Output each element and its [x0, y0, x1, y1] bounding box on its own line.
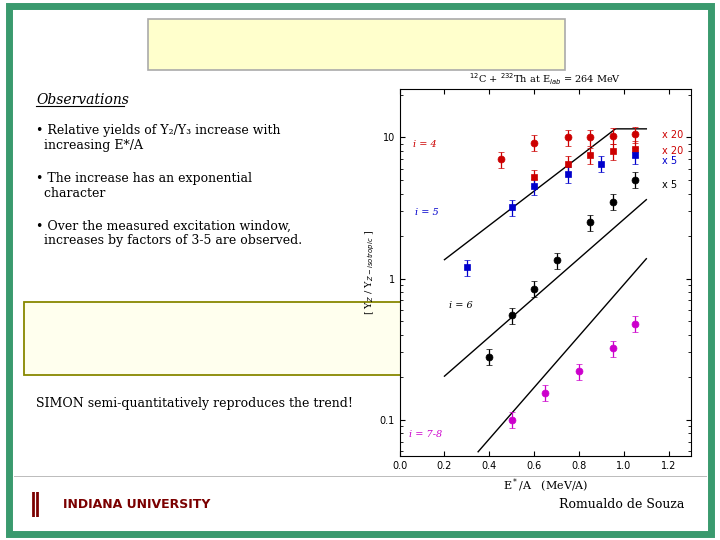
Text: Observations: Observations	[36, 93, 129, 107]
Text: Romualdo de Souza: Romualdo de Souza	[559, 498, 684, 511]
Title: $^{12}$C + $^{232}$Th at E$_{lab}$ = 264 MeV: $^{12}$C + $^{232}$Th at E$_{lab}$ = 264…	[469, 72, 621, 87]
Text: x 20: x 20	[662, 146, 683, 156]
FancyBboxPatch shape	[148, 19, 565, 70]
Text: • Over the measured excitation window,
  increases by factors of 3-5 are observe: • Over the measured excitation window, i…	[36, 219, 302, 247]
Text: INDIANA UNIVERSITY: INDIANA UNIVERSITY	[63, 498, 211, 511]
Text: i = 4: i = 4	[413, 140, 437, 150]
Text: SIMON semi-quantitatively reproduces the trend!: SIMON semi-quantitatively reproduces the…	[36, 397, 353, 410]
Text: Isotropic/ High energy component: Isotropic/ High energy component	[183, 35, 530, 53]
Text: x 5: x 5	[662, 156, 678, 166]
FancyBboxPatch shape	[24, 302, 409, 375]
Y-axis label: [ Y$_Z$ / Y$_{Z-isotropic}$ ]: [ Y$_Z$ / Y$_{Z-isotropic}$ ]	[364, 230, 377, 315]
Text: i = 6: i = 6	[449, 301, 473, 310]
Text: ‖: ‖	[29, 492, 41, 517]
Text: i = 5: i = 5	[415, 208, 439, 218]
X-axis label: E$^*$/A   (MeV/A): E$^*$/A (MeV/A)	[503, 477, 588, 495]
Text: • The increase has an exponential
  character: • The increase has an exponential charac…	[36, 172, 252, 200]
Text: i = 7-8: i = 7-8	[408, 430, 442, 440]
Text: x 5: x 5	[662, 180, 678, 190]
Text: x 20: x 20	[662, 130, 683, 140]
Text: • Relative yields of Y₂/Y₃ increase with
  increasing E*/A: • Relative yields of Y₂/Y₃ increase with…	[36, 124, 281, 152]
Text: These facts are understandable in terms of an
emission barrier which increases w: These facts are understandable in terms …	[36, 317, 310, 360]
